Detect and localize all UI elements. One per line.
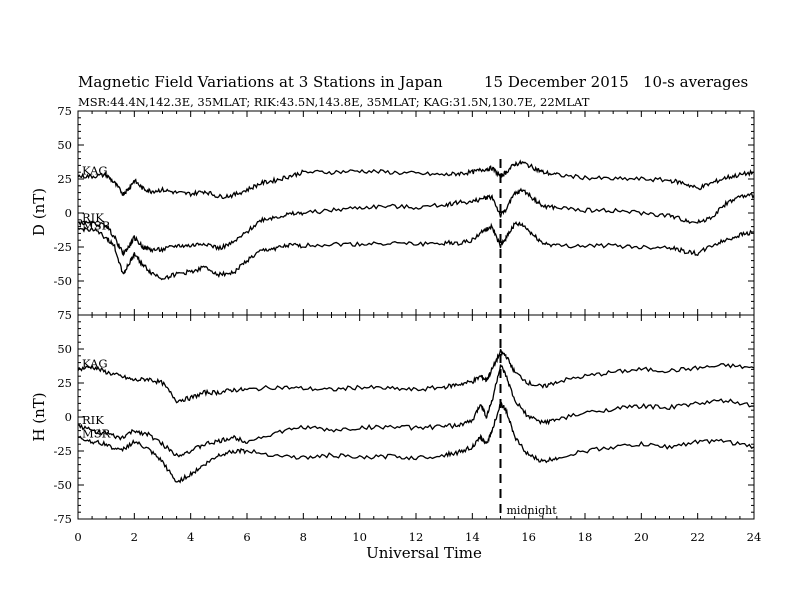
series-label-kag: KAG: [82, 163, 108, 177]
midnight-annotation: midnight: [507, 504, 558, 517]
x-tick-label: 16: [521, 530, 536, 544]
series-line-kag: [77, 159, 755, 200]
series-label-kag: KAG: [82, 356, 108, 370]
x-tick-label: 22: [690, 530, 705, 544]
x-tick-label: 12: [409, 530, 424, 544]
y-tick-label: 75: [57, 308, 72, 322]
x-tick-label: 10: [352, 530, 367, 544]
x-tick-label: 14: [465, 530, 480, 544]
station-subtitle: MSR:44.4N,142.3E, 35MLAT; RIK:43.5N,143.…: [78, 95, 590, 109]
x-axis-label: Universal Time: [366, 544, 482, 562]
x-tick-labels: 0 2 4 6 8 10 12 14 16 18 20 22 24: [74, 530, 761, 544]
y-tick-label: -25: [53, 444, 72, 458]
y-tick-label: 25: [57, 376, 72, 390]
y-tick-label: 75: [57, 104, 72, 118]
y-tick-label: -25: [53, 240, 72, 254]
series-line-kag: [77, 348, 755, 404]
d-axis-label: D (nT): [30, 188, 48, 236]
x-tick-label: 0: [74, 530, 81, 544]
series-label-msr: MSR: [82, 218, 111, 232]
y-tick-label: 50: [57, 342, 72, 356]
h-axis-label: H (nT): [30, 392, 48, 441]
y-tick-label: 0: [65, 206, 72, 220]
x-tick-label: 2: [131, 530, 138, 544]
x-tick-label: 20: [634, 530, 649, 544]
series-line-rik: [77, 187, 755, 257]
y-tick-label: -50: [53, 274, 72, 288]
y-tick-label: -50: [53, 478, 72, 492]
y-tick-label: -75: [53, 512, 72, 526]
x-tick-label: 8: [300, 530, 307, 544]
y-tick-label: 50: [57, 138, 72, 152]
chart-title: Magnetic Field Variations at 3 Stations …: [78, 73, 443, 91]
x-tick-label: 6: [243, 530, 250, 544]
series-label-rik: RIK: [82, 211, 104, 225]
series-line-rik: [77, 364, 755, 458]
x-tick-label: 24: [747, 530, 762, 544]
series-line-msr: [77, 400, 755, 484]
x-tick-label: 4: [187, 530, 194, 544]
chart-averaging: 10-s averages: [643, 73, 748, 91]
series-line-msr: [77, 220, 754, 281]
chart-date: 15 December 2015: [484, 73, 629, 91]
y-tick-label: 0: [65, 410, 72, 424]
panel-frame: [77, 314, 755, 520]
x-tick-label: 18: [578, 530, 593, 544]
y-tick-label: 25: [57, 172, 72, 186]
series-label-rik: RIK: [82, 413, 104, 427]
series-label-msr: MSR: [82, 426, 111, 440]
